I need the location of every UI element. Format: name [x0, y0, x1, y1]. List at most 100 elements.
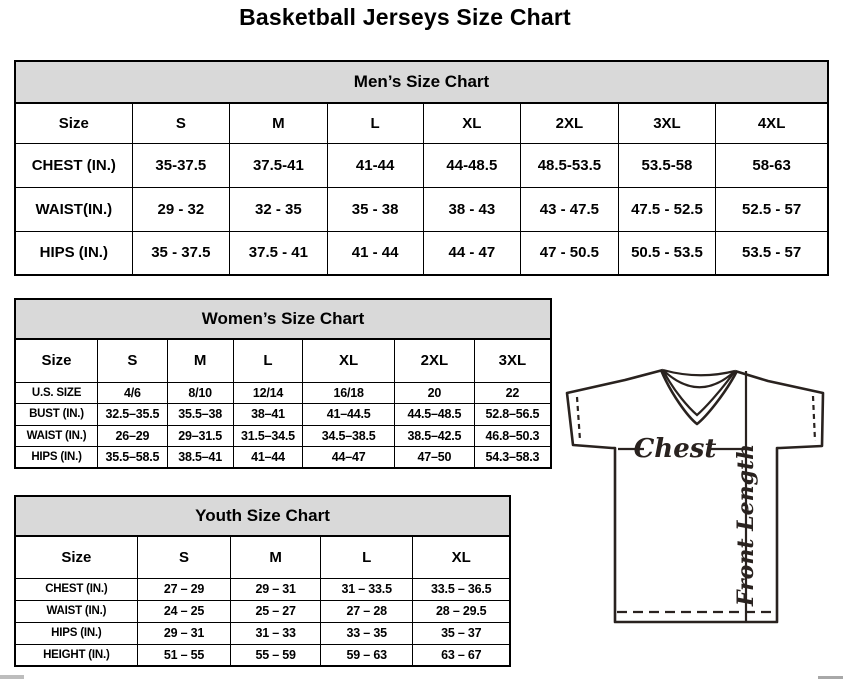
collar-back-line: [662, 368, 736, 377]
size-value-cell: 37.5-41: [229, 142, 328, 188]
size-value-cell: 63 – 67: [412, 643, 511, 667]
size-value-cell: 27 – 29: [136, 577, 232, 601]
left-cuff-dashed-line: [575, 396, 582, 441]
column-header: M: [230, 535, 321, 579]
size-value-cell: 52.5 - 57: [715, 186, 829, 232]
column-header: Size: [14, 102, 133, 144]
column-header-row: Size S M L XL 2XL 3XL 4XL: [14, 102, 829, 144]
size-value-cell: 24 – 25: [136, 599, 232, 623]
column-header-row: Size S M L XL: [14, 535, 511, 579]
table-row: HIPS (IN.) 35.5–58.5 38.5–41 41–44 44–47 47–5…: [14, 446, 552, 469]
size-value-cell: 38.5–42.5: [393, 424, 475, 447]
size-value-cell: 22: [473, 381, 552, 404]
size-value-cell: 35 - 37.5: [131, 230, 231, 276]
column-header: 4XL: [715, 102, 829, 144]
size-value-cell: 44–47: [302, 446, 395, 469]
row-label: HIPS (IN.): [14, 230, 133, 276]
table-row: WAIST(IN.) 29 - 32 32 - 35 35 - 38 38 - 43 43…: [14, 186, 829, 232]
collar-inner-v-line: [662, 369, 736, 417]
column-header: S: [131, 102, 231, 144]
size-value-cell: 29 - 32: [131, 186, 231, 232]
size-value-cell: 29 – 31: [136, 621, 232, 645]
row-label: WAIST(IN.): [14, 186, 133, 232]
row-label: WAIST (IN.): [14, 424, 99, 447]
row-label: CHEST (IN.): [14, 142, 133, 188]
column-header-row: Size S M L XL 2XL 3XL: [14, 338, 552, 383]
size-value-cell: 20: [393, 381, 475, 404]
column-header: 3XL: [617, 102, 717, 144]
column-header: M: [229, 102, 328, 144]
table-row: HIPS (IN.) 29 – 31 31 – 33 33 – 35 35 – 37: [14, 621, 511, 645]
size-value-cell: 31 – 33.5: [319, 577, 414, 601]
mens-chart-header: Men’s Size Chart: [14, 60, 829, 102]
youth-size-table: Size S M L XL CHEST (IN.) 27 – 29 29 – 31 31 – 3…: [14, 535, 511, 667]
column-header: S: [97, 338, 168, 383]
size-value-cell: 41-44: [326, 142, 424, 188]
size-value-cell: 29–31.5: [166, 424, 234, 447]
size-value-cell: 53.5 - 57: [715, 230, 829, 276]
jersey-outline: [565, 368, 825, 624]
size-value-cell: 38.5–41: [166, 446, 234, 469]
size-value-cell: 25 – 27: [230, 599, 321, 623]
youth-size-chart: Youth Size Chart Size S M L XL CHEST (IN.) 27 …: [14, 495, 511, 667]
right-cuff-dashed-line: [811, 395, 817, 442]
size-value-cell: 38–41: [232, 403, 304, 426]
table-row: U.S. SIZE 4/6 8/10 12/14 16/18 20 22: [14, 381, 552, 404]
size-value-cell: 29 – 31: [230, 577, 321, 601]
size-value-cell: 41–44.5: [302, 403, 395, 426]
size-value-cell: 35 - 38: [326, 186, 424, 232]
size-value-cell: 35.5–38: [166, 403, 234, 426]
table-row: WAIST (IN.) 24 – 25 25 – 27 27 – 28 28 – 29.…: [14, 599, 511, 623]
column-header: Size: [14, 338, 99, 383]
womens-size-table: Size S M L XL 2XL 3XL U.S. SIZE 4/6 8/10 12/14 16/1…: [14, 338, 552, 469]
page-title: Basketball Jerseys Size Chart: [239, 4, 571, 30]
size-value-cell: 32.5–35.5: [97, 403, 168, 426]
size-value-cell: 33 – 35: [319, 621, 414, 645]
size-value-cell: 41 - 44: [326, 230, 424, 276]
column-header: 3XL: [473, 338, 552, 383]
size-value-cell: 47–50: [393, 446, 475, 469]
row-label: WAIST (IN.): [14, 599, 138, 623]
size-value-cell: 53.5-58: [617, 142, 717, 188]
size-value-cell: 35.5–58.5: [97, 446, 168, 469]
womens-size-chart: Women’s Size Chart Size S M L XL 2XL 3XL U.S. S…: [14, 298, 552, 469]
size-value-cell: 44 - 47: [422, 230, 522, 276]
size-value-cell: 38 - 43: [422, 186, 522, 232]
row-label: CHEST (IN.): [14, 577, 138, 601]
size-value-cell: 44.5–48.5: [393, 403, 475, 426]
size-value-cell: 31.5–34.5: [232, 424, 304, 447]
size-value-cell: 50.5 - 53.5: [617, 230, 717, 276]
front-length-label: Front Length: [733, 444, 759, 607]
size-value-cell: 47 - 50.5: [520, 230, 619, 276]
size-value-cell: 27 – 28: [319, 599, 414, 623]
table-row: BUST (IN.) 32.5–35.5 35.5–38 38–41 41–44.5 44…: [14, 403, 552, 426]
jersey-measurement-diagram: Chest Front Length: [565, 368, 825, 624]
column-header: 2XL: [520, 102, 619, 144]
collar-outer-v-line: [659, 369, 739, 426]
size-value-cell: 37.5 - 41: [229, 230, 328, 276]
row-label: HIPS (IN.): [14, 446, 99, 469]
column-header: XL: [422, 102, 522, 144]
scrollbar-fragment-right[interactable]: [818, 676, 843, 679]
size-value-cell: 58-63: [715, 142, 829, 188]
row-label: HEIGHT (IN.): [14, 643, 138, 667]
youth-chart-header: Youth Size Chart: [14, 495, 511, 535]
size-value-cell: 8/10: [166, 381, 234, 404]
column-header: M: [166, 338, 234, 383]
size-value-cell: 28 – 29.5: [412, 599, 511, 623]
mens-size-chart: Men’s Size Chart Size S M L XL 2XL 3XL 4XL CHEST…: [14, 60, 829, 276]
size-value-cell: 46.8–50.3: [473, 424, 552, 447]
size-value-cell: 33.5 – 36.5: [412, 577, 511, 601]
chest-label: Chest: [634, 434, 717, 464]
size-value-cell: 51 – 55: [136, 643, 232, 667]
row-label: BUST (IN.): [14, 403, 99, 426]
size-value-cell: 12/14: [232, 381, 304, 404]
size-value-cell: 35-37.5: [131, 142, 231, 188]
scrollbar-fragment-left[interactable]: [0, 675, 24, 679]
column-header: Size: [14, 535, 138, 579]
size-value-cell: 44-48.5: [422, 142, 522, 188]
size-value-cell: 59 – 63: [319, 643, 414, 667]
column-header: 2XL: [393, 338, 475, 383]
table-row: WAIST (IN.) 26–29 29–31.5 31.5–34.5 34.5–38.…: [14, 424, 552, 447]
